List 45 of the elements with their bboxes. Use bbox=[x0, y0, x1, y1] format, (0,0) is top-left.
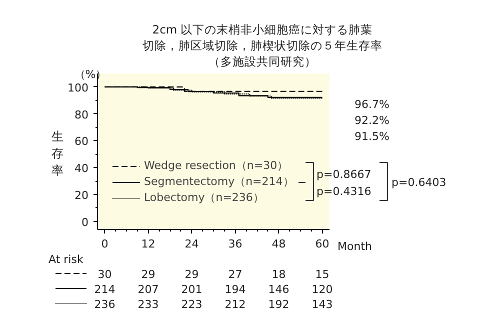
x-tick-label: 60 bbox=[315, 238, 330, 250]
y-tick-label: 100 bbox=[68, 81, 89, 94]
chart-title: 2cm 以下の末梢非小細胞癌に対する肺葉切除，肺区域切除，肺楔状切除の５年生存率 bbox=[142, 22, 382, 52]
text: 233 bbox=[138, 298, 159, 311]
text: 143 bbox=[312, 298, 333, 311]
text: 212 bbox=[224, 298, 246, 311]
text: 192 bbox=[268, 298, 290, 311]
legend-label: Lobectomy（n=236） bbox=[144, 190, 264, 205]
text: 201 bbox=[181, 283, 202, 296]
text: At risk bbox=[48, 253, 84, 266]
text: 29 bbox=[141, 268, 156, 281]
text: 30 bbox=[98, 268, 112, 281]
text: 207 bbox=[138, 283, 159, 296]
text: 223 bbox=[181, 298, 202, 311]
x-tick-label: 36 bbox=[228, 238, 242, 250]
chart-subtitle: （多施設共同研究） bbox=[208, 54, 316, 68]
y-tick-label: 20 bbox=[74, 189, 89, 202]
annotation: p=0.8667 bbox=[316, 168, 372, 181]
annotation: p=0.4316 bbox=[316, 185, 372, 198]
text: 29 bbox=[184, 268, 199, 281]
text: 236 bbox=[94, 298, 116, 311]
text: 92.2% bbox=[354, 114, 390, 127]
text: 15 bbox=[315, 268, 330, 281]
text: 146 bbox=[268, 283, 290, 296]
text: 120 bbox=[312, 283, 333, 296]
y-tick-label: 0 bbox=[82, 216, 88, 229]
text: 194 bbox=[224, 283, 246, 296]
legend-label: Wedge resection（n=30） bbox=[144, 158, 288, 173]
text: 91.5% bbox=[354, 130, 390, 143]
text: 214 bbox=[94, 283, 116, 296]
y-tick-label: 80 bbox=[74, 108, 89, 122]
y-axis-title: 生存率 bbox=[52, 130, 64, 178]
y-tick-label: 60 bbox=[74, 135, 89, 148]
text: 27 bbox=[228, 268, 242, 281]
x-tick-label: 48 bbox=[272, 238, 286, 250]
y-tick-label: 40 bbox=[74, 162, 89, 176]
text: 96.7% bbox=[354, 98, 390, 111]
legend-label: Segmentectomy（n=214） bbox=[144, 174, 294, 189]
text: 18 bbox=[272, 268, 286, 281]
text: p=0.6403 bbox=[392, 176, 446, 189]
x-tick-label: 24 bbox=[184, 238, 199, 250]
x-tick-label: 0 bbox=[101, 238, 108, 250]
x-axis-title: Month bbox=[338, 240, 372, 253]
annotation: （%） bbox=[74, 68, 107, 81]
x-tick-label: 12 bbox=[141, 238, 156, 250]
